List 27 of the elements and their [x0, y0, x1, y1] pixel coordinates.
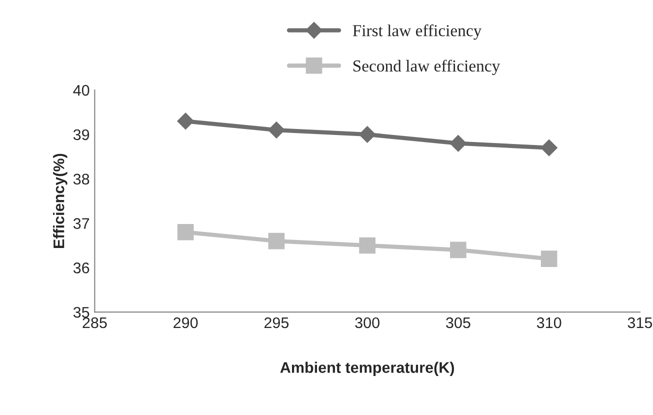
- x-tick-label: 310: [536, 317, 562, 328]
- point: [358, 126, 376, 143]
- x-tick-label: 285: [82, 317, 107, 328]
- x-axis-title: Ambient temperature(K): [280, 362, 454, 376]
- y-tick-label: 39: [73, 129, 90, 140]
- x-tick-label: 315: [628, 317, 652, 328]
- y-tick-label: 40: [73, 84, 90, 96]
- point: [450, 242, 466, 258]
- x-tick-label: 300: [355, 317, 380, 328]
- x-tick-label: 295: [264, 317, 289, 328]
- point: [450, 134, 467, 152]
- x-tick-label: 290: [174, 317, 198, 328]
- point: [359, 237, 376, 254]
- legend-label: Second law efficiency: [353, 60, 500, 76]
- point: [268, 232, 285, 250]
- point: [268, 122, 285, 138]
- y-axis-title: Efficiency(%): [53, 154, 68, 248]
- x-tick-label: 305: [446, 317, 470, 328]
- point: [540, 250, 558, 267]
- y-tick-label: 37: [73, 218, 90, 229]
- point: [177, 112, 194, 130]
- point: [177, 224, 194, 240]
- y-tick-label: 38: [73, 174, 90, 185]
- legend-label: First law efficiency: [352, 24, 482, 40]
- y-tick-label: 36: [73, 262, 90, 274]
- y-tick-label: 35: [73, 306, 90, 318]
- point: [540, 139, 558, 156]
